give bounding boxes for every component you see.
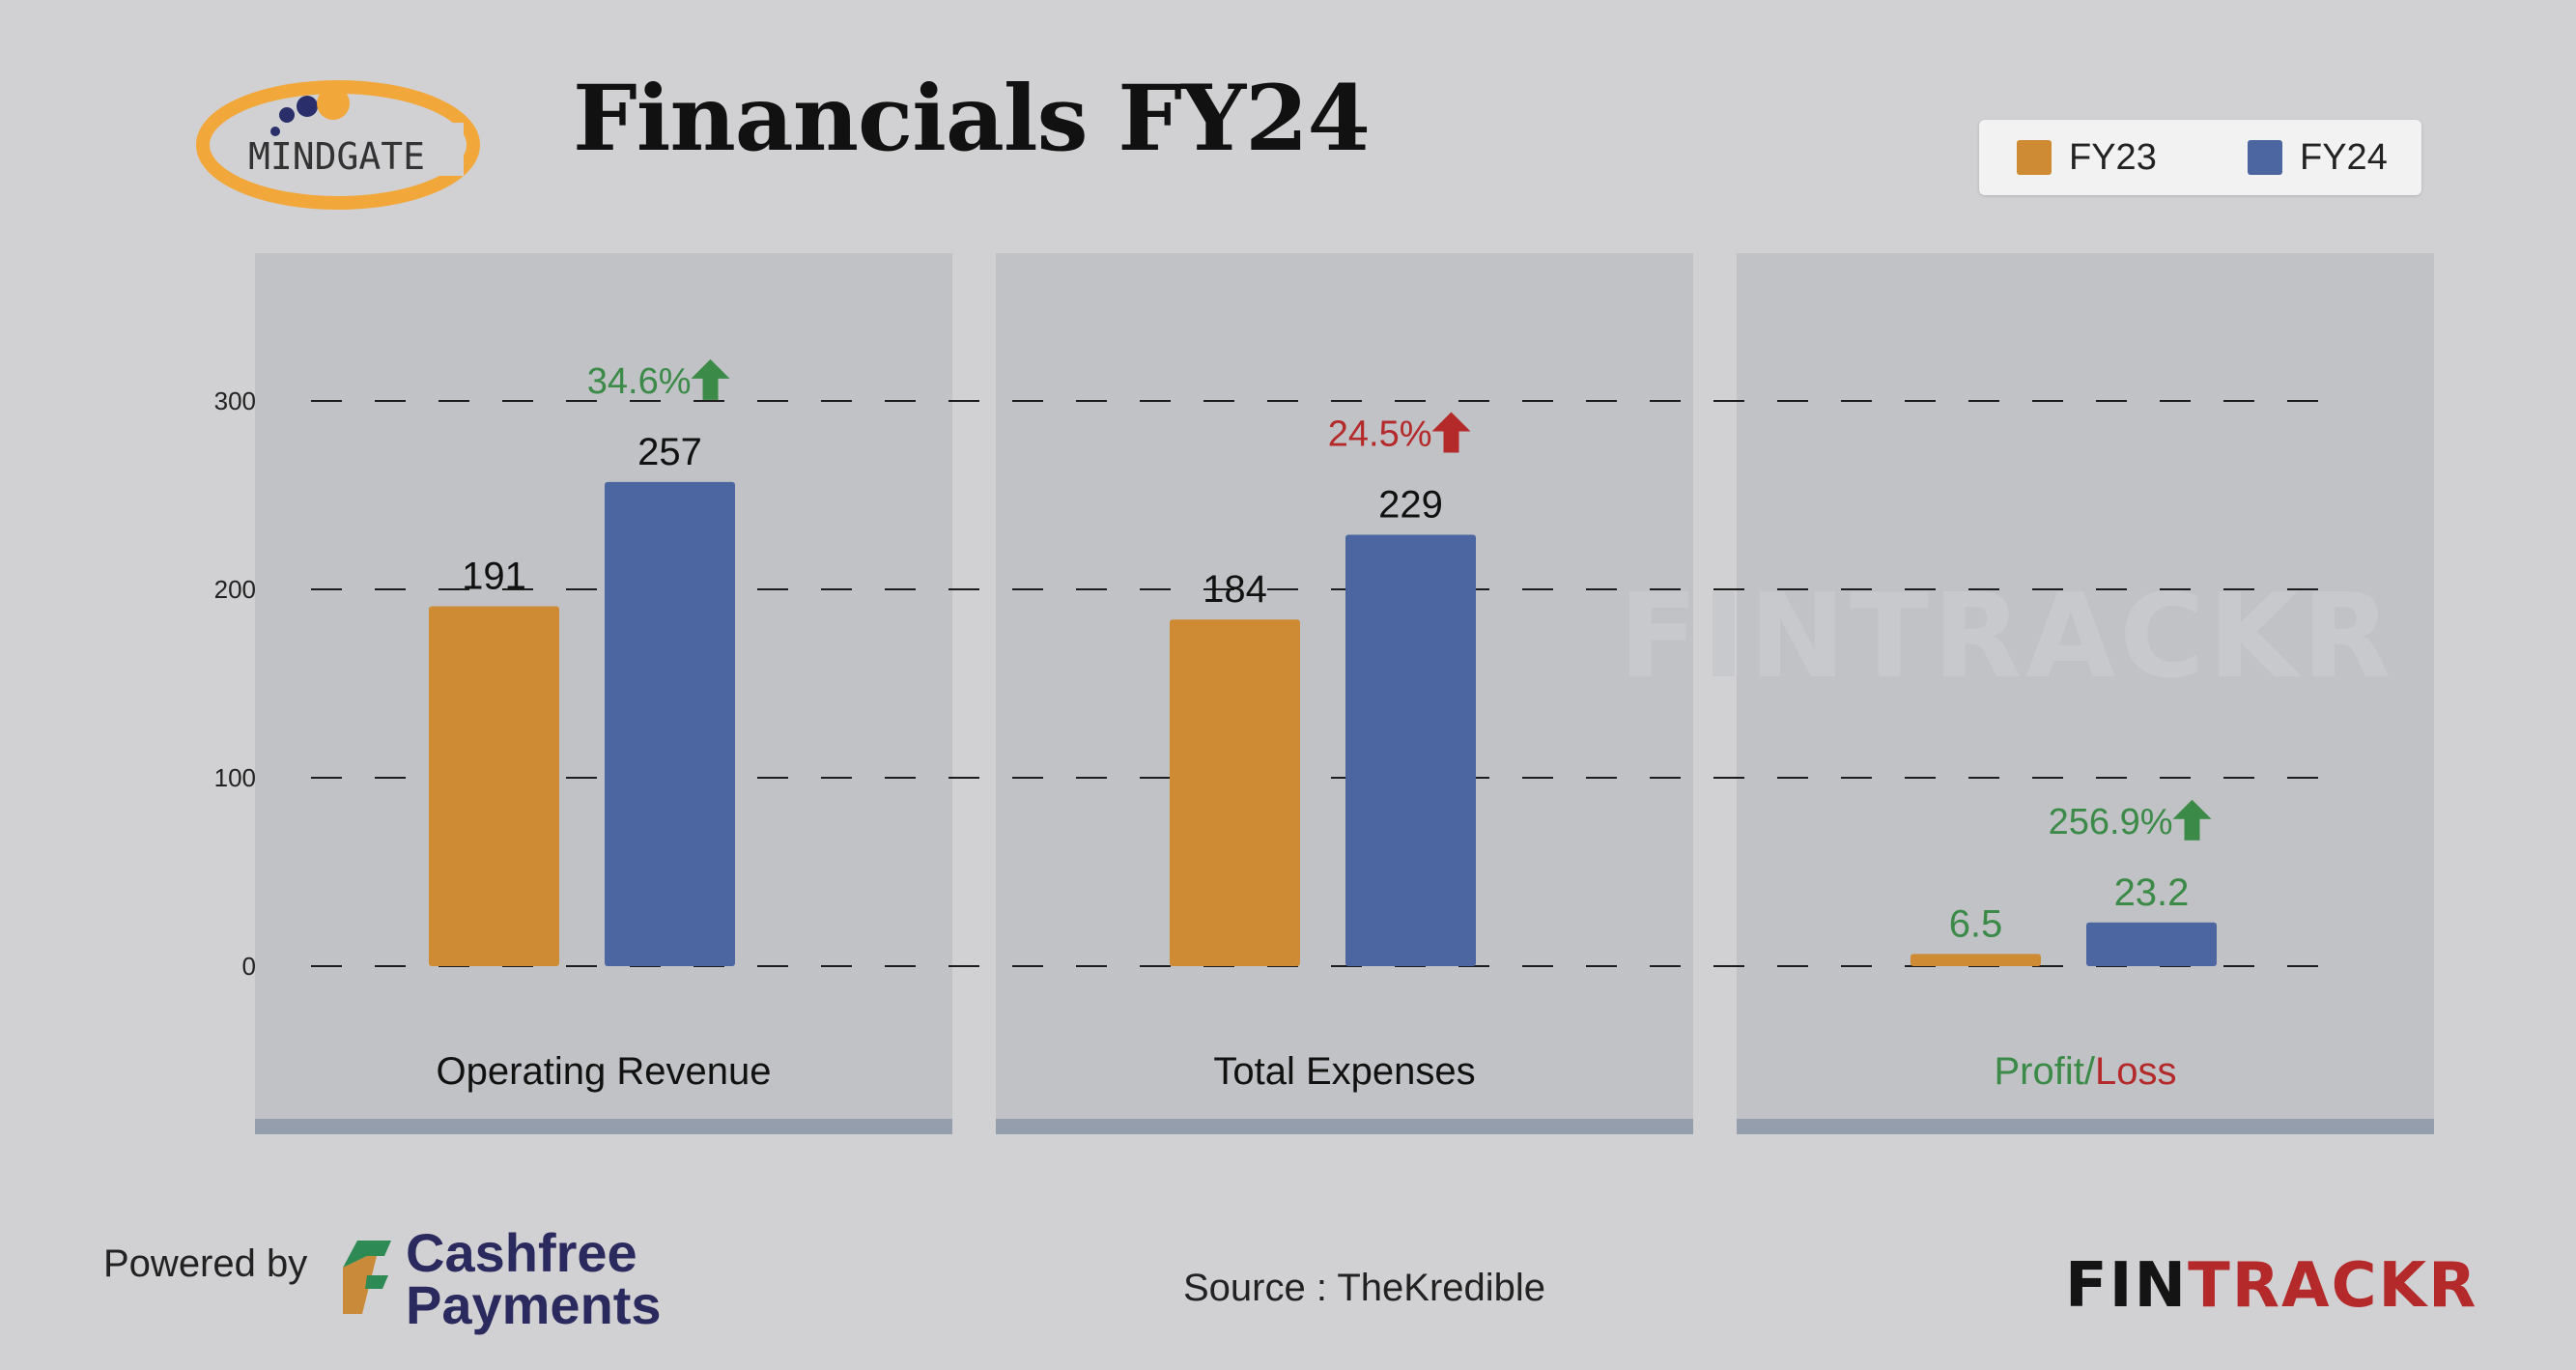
category-label-1: Operating Revenue: [437, 1050, 772, 1093]
bar-2-fy24: [1345, 534, 1476, 966]
mindgate-logo: MINDGATE: [196, 80, 480, 210]
up-arrow-icon-2: [1431, 412, 1471, 453]
cashfree-wordmark: Cashfree: [406, 1222, 637, 1283]
legend-swatch-fy24: [2248, 140, 2282, 175]
panel-base-1: [255, 1119, 952, 1134]
y-tick-label-100: 100: [214, 763, 256, 792]
bar-1-fy23: [429, 606, 559, 966]
value-label-2-fy24: 229: [1378, 483, 1443, 526]
panel-bg-2: [996, 253, 1693, 1119]
cashfree-mark-mid: [365, 1275, 388, 1289]
legend-item-fy24: FY24: [2248, 120, 2388, 195]
legend-label-fy23: FY23: [2069, 136, 2157, 178]
value-label-3-fy24: 23.2: [2114, 871, 2190, 914]
page-title: Financials FY24: [573, 66, 1371, 172]
legend-swatch-fy23: [2017, 140, 2052, 175]
fintrackr-part1: FIN: [2065, 1250, 2189, 1322]
bar-1-fy24: [605, 481, 735, 966]
value-label-3-fy23: 6.5: [1949, 902, 2003, 945]
legend-label-fy24: FY24: [2300, 136, 2388, 178]
category-label-3: Profit/Loss: [1995, 1050, 2177, 1093]
cashfree-mark-top: [343, 1241, 391, 1268]
chart-legend: FY23 FY24: [1979, 120, 2421, 195]
panel-bg-1: [255, 253, 952, 1119]
value-label-1-fy23: 191: [462, 556, 526, 598]
value-label-1-fy24: 257: [637, 431, 702, 473]
powered-by-label: Powered by: [103, 1242, 308, 1285]
up-arrow-icon-1: [691, 358, 730, 400]
logo-wordmark: MINDGATE: [248, 135, 425, 178]
change-label-1: 34.6%: [587, 361, 692, 402]
panel-bg-3: [1737, 253, 2434, 1119]
fintrackr-logo: FINTRACKR: [2065, 1250, 2477, 1322]
panel-base-2: [996, 1119, 1693, 1134]
change-label-3: 256.9%: [2049, 802, 2173, 842]
value-label-2-fy23: 184: [1203, 568, 1267, 611]
change-label-2: 24.5%: [1328, 414, 1432, 454]
payments-wordmark: Payments: [406, 1274, 662, 1335]
source-label: Source : TheKredible: [1183, 1267, 1546, 1309]
watermark-text: FINTRACKR: [1619, 570, 2395, 704]
category-label-part-1: Profit: [1995, 1050, 2084, 1093]
bar-2-fy23: [1170, 619, 1300, 966]
legend-item-fy23: FY23: [2017, 120, 2157, 195]
category-label-part-3: Loss: [2095, 1050, 2177, 1093]
y-tick-label-200: 200: [214, 575, 256, 604]
panel-base-3: [1737, 1119, 2434, 1134]
up-arrow-icon-3: [2172, 799, 2212, 841]
category-label-part-2: /: [2084, 1050, 2096, 1093]
cashfree-payments-logo: Cashfree Payments: [343, 1222, 662, 1335]
category-label-2: Total Expenses: [1213, 1050, 1475, 1093]
y-tick-label-0: 0: [242, 952, 256, 981]
y-tick-label-300: 300: [214, 386, 256, 415]
cashfree-mark-left: [343, 1256, 377, 1314]
fintrackr-part2: TRACKR: [2188, 1250, 2478, 1322]
bar-3-fy23: [1911, 954, 2041, 966]
bar-3-fy24: [2086, 922, 2217, 966]
